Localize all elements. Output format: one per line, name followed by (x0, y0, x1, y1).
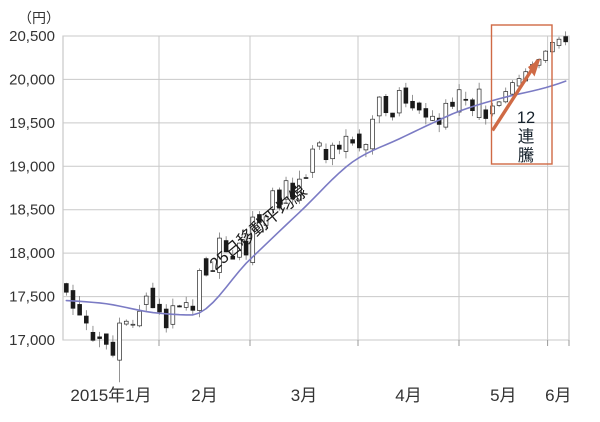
svg-text:12: 12 (517, 109, 535, 127)
svg-text:20,000: 20,000 (9, 71, 55, 88)
svg-text:3月: 3月 (291, 386, 317, 405)
svg-text:連: 連 (518, 127, 535, 146)
svg-text:19,500: 19,500 (9, 115, 55, 132)
svg-text:18,000: 18,000 (9, 245, 55, 262)
svg-text:2月: 2月 (191, 386, 217, 405)
svg-text:18,500: 18,500 (9, 202, 55, 219)
svg-text:17,000: 17,000 (9, 332, 55, 349)
svg-text:17,500: 17,500 (9, 289, 55, 306)
svg-text:騰: 騰 (518, 146, 535, 165)
svg-text:5月: 5月 (490, 386, 516, 405)
svg-text:2015年1月: 2015年1月 (70, 386, 151, 405)
svg-text:（円）: （円） (18, 10, 60, 26)
svg-text:6月: 6月 (545, 386, 571, 405)
svg-text:4月: 4月 (395, 386, 421, 405)
svg-text:20,500: 20,500 (9, 28, 55, 45)
svg-text:19,000: 19,000 (9, 158, 55, 175)
